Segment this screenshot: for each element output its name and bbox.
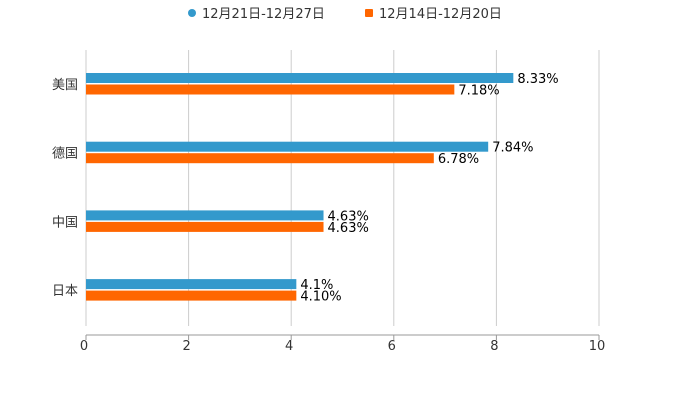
x-tick-label: 10: [589, 339, 606, 354]
bar[interactable]: [86, 210, 324, 221]
x-axis: 0 2 4 6 8 10: [80, 334, 606, 354]
data-label: 8.33%: [517, 72, 558, 87]
bar[interactable]: [86, 84, 455, 95]
data-label: 4.63%: [328, 221, 369, 236]
bar[interactable]: [86, 279, 297, 290]
legend-marker[interactable]: [365, 9, 373, 17]
bar[interactable]: [86, 141, 489, 152]
bar[interactable]: [86, 73, 514, 83]
bar[interactable]: [86, 153, 434, 164]
legend[interactable]: 12月21日-12月27日 12月14日-12月20日: [188, 7, 502, 22]
category-label: 德国: [52, 147, 78, 162]
bar[interactable]: [86, 221, 324, 232]
data-label: 4.63%: [328, 209, 369, 224]
x-tick-label: 0: [80, 339, 88, 354]
x-tick-label: 2: [182, 339, 190, 354]
bar[interactable]: [86, 290, 297, 301]
category-label: 日本: [52, 284, 78, 299]
data-label: 4.1%: [300, 278, 333, 293]
x-tick-label: 4: [285, 339, 293, 354]
x-tick-label: 6: [388, 339, 396, 354]
data-label: 4.10%: [300, 290, 341, 305]
bars: 8.33% 7.18% 7.84% 6.78% 4.63%4.63% 4.1%4.10%: [86, 72, 559, 305]
data-label: 7.18%: [458, 84, 499, 99]
x-tick-label: 8: [490, 339, 498, 354]
data-label: 6.78%: [438, 152, 479, 167]
category-label: 中国: [52, 215, 78, 230]
category-label: 美国: [52, 78, 78, 93]
legend-label[interactable]: 12月21日-12月27日: [202, 7, 325, 22]
legend-label[interactable]: 12月14日-12月20日: [379, 7, 502, 22]
legend-marker[interactable]: [188, 9, 196, 17]
data-label: 7.84%: [492, 141, 533, 156]
